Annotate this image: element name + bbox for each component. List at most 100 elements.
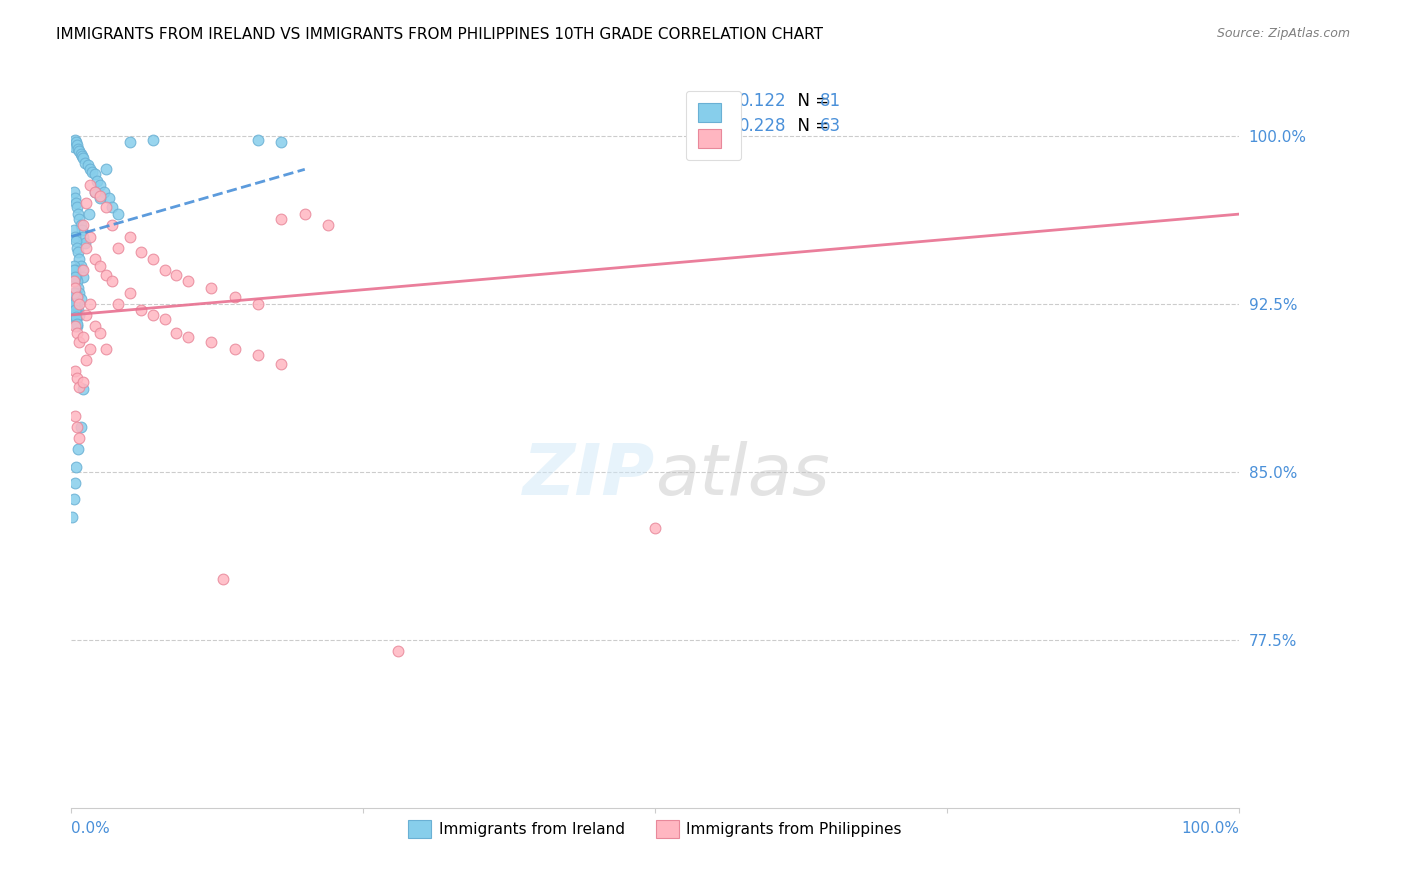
Point (60, 509, 83, 524)
Point (62, 274, 84, 288)
Point (65, 234, 87, 248)
Point (101, 219, 124, 233)
Point (89, 178, 111, 192)
Point (79, 297, 101, 311)
Point (107, 297, 129, 311)
Point (270, 357, 292, 371)
Point (65, 460, 87, 475)
Point (165, 326, 187, 340)
Text: atlas: atlas (655, 441, 830, 509)
Point (66, 241, 89, 255)
Point (96, 162, 118, 177)
Point (212, 572, 235, 586)
Point (79, 178, 101, 192)
Point (67, 252, 90, 266)
Point (247, 348, 270, 362)
Point (83, 252, 105, 266)
Point (65, 195, 87, 210)
Point (63, 308, 86, 322)
Point (97, 191, 120, 205)
Point (129, 245, 152, 260)
Point (69, 259, 91, 273)
Point (72, 269, 94, 284)
Point (93, 185, 115, 199)
Point (66, 326, 89, 340)
Point (67, 442, 90, 457)
Point (177, 274, 200, 288)
Point (67, 245, 90, 260)
Point (70, 223, 93, 237)
Text: 63: 63 (820, 117, 841, 135)
Point (63, 475, 86, 490)
Point (89, 326, 111, 340)
Point (75, 155, 97, 169)
Point (270, 211, 292, 226)
Point (65, 303, 87, 318)
Point (75, 236, 97, 251)
Point (153, 312, 176, 326)
Point (63, 263, 86, 277)
Point (200, 281, 222, 295)
Point (66, 274, 89, 288)
Point (66, 308, 89, 322)
Point (62, 140, 84, 154)
Point (67, 211, 90, 226)
Point (67, 334, 90, 349)
Point (66, 317, 89, 331)
Point (79, 342, 101, 356)
Point (66, 370, 89, 384)
Point (70, 149, 93, 163)
Point (177, 330, 200, 344)
Point (270, 136, 292, 150)
Point (72, 151, 94, 165)
Point (247, 133, 270, 147)
Point (66, 201, 89, 215)
Point (67, 297, 90, 311)
Point (62, 274, 84, 288)
Point (75, 352, 97, 367)
Point (79, 162, 101, 177)
Point (67, 142, 90, 156)
Point (83, 167, 105, 181)
Point (101, 274, 124, 288)
Point (72, 219, 94, 233)
Point (89, 191, 111, 205)
Legend: Immigrants from Ireland, Immigrants from Philippines: Immigrants from Ireland, Immigrants from… (402, 814, 908, 845)
Text: 81: 81 (820, 92, 841, 111)
Point (69, 219, 91, 233)
Point (96, 201, 118, 215)
Text: N =: N = (787, 117, 834, 135)
Point (67, 285, 90, 300)
Point (79, 229, 101, 244)
Point (62, 185, 84, 199)
Point (118, 285, 141, 300)
Point (67, 303, 90, 318)
Point (70, 263, 93, 277)
Point (65, 312, 87, 326)
Point (62, 259, 84, 273)
Point (67, 431, 90, 445)
Point (77, 207, 100, 221)
Point (62, 263, 84, 277)
Point (224, 342, 246, 356)
Point (644, 521, 666, 535)
Point (63, 229, 86, 244)
Point (63, 319, 86, 334)
Point (63, 281, 86, 295)
Point (67, 281, 90, 295)
Text: R =: R = (711, 117, 747, 135)
Point (142, 308, 165, 322)
Point (63, 409, 86, 423)
Point (200, 334, 222, 349)
Point (96, 342, 118, 356)
Point (387, 644, 409, 658)
Point (83, 185, 105, 199)
Point (107, 241, 129, 255)
Point (63, 303, 86, 318)
Point (66, 297, 89, 311)
Point (62, 299, 84, 313)
Point (65, 292, 87, 306)
Point (89, 259, 111, 273)
Point (72, 263, 94, 277)
Point (63, 297, 86, 311)
